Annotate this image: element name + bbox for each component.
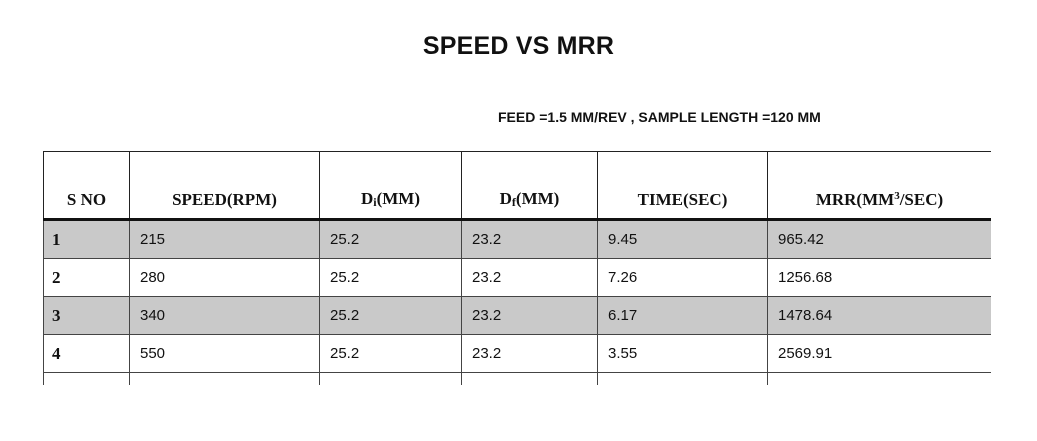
table-row: 4 550 25.2 23.2 3.55 2569.91 [43,334,991,373]
cell-empty [461,372,598,385]
column-header-sno: S NO [43,151,130,221]
cell-sno: 2 [43,258,130,297]
cell-sno: 4 [43,334,130,373]
cell-speed: 550 [129,334,320,373]
column-header-speed: SPEED(RPM) [129,151,320,221]
column-header-time: TIME(SEC) [597,151,768,221]
cell-di: 25.2 [319,296,462,335]
cell-time: 7.26 [597,258,768,297]
cell-time: 3.55 [597,334,768,373]
table-body: 1 215 25.2 23.2 9.45 965.42 2 280 25.2 2… [43,219,991,385]
cell-mrr: 1256.68 [767,258,991,297]
cell-empty [43,372,130,385]
cell-time: 9.45 [597,219,768,259]
cell-speed: 280 [129,258,320,297]
column-header-df: Df(MM) [461,151,598,221]
table-row-cutoff [43,372,991,385]
cell-df: 23.2 [461,219,598,259]
cell-mrr: 965.42 [767,219,991,259]
cell-empty [597,372,768,385]
column-header-di: Di(MM) [319,151,462,221]
page-subtitle: FEED =1.5 MM/REV , SAMPLE LENGTH =120 MM [498,109,821,125]
cell-speed: 340 [129,296,320,335]
cell-empty [767,372,991,385]
table-row: 3 340 25.2 23.2 6.17 1478.64 [43,296,991,335]
cell-sno: 1 [43,219,130,259]
header-row: S NO SPEED(RPM) Di(MM) Df(MM) TIME(SEC) … [43,151,991,221]
cell-df: 23.2 [461,258,598,297]
cell-time: 6.17 [597,296,768,335]
cell-empty [319,372,462,385]
table-header: S NO SPEED(RPM) Di(MM) Df(MM) TIME(SEC) … [43,151,991,221]
table-row: 1 215 25.2 23.2 9.45 965.42 [43,219,991,259]
cell-empty [129,372,320,385]
data-table: S NO SPEED(RPM) Di(MM) Df(MM) TIME(SEC) … [43,151,991,385]
column-header-mrr: MRR(MM3/SEC) [767,151,991,221]
cell-df: 23.2 [461,296,598,335]
cell-sno: 3 [43,296,130,335]
cell-mrr: 2569.91 [767,334,991,373]
cell-speed: 215 [129,219,320,259]
page-title: SPEED VS MRR [422,32,615,60]
cell-di: 25.2 [319,258,462,297]
cell-mrr: 1478.64 [767,296,991,335]
cell-di: 25.2 [319,334,462,373]
table-row: 2 280 25.2 23.2 7.26 1256.68 [43,258,991,297]
cell-di: 25.2 [319,219,462,259]
data-table-container: S NO SPEED(RPM) Di(MM) Df(MM) TIME(SEC) … [43,151,991,385]
cell-df: 23.2 [461,334,598,373]
